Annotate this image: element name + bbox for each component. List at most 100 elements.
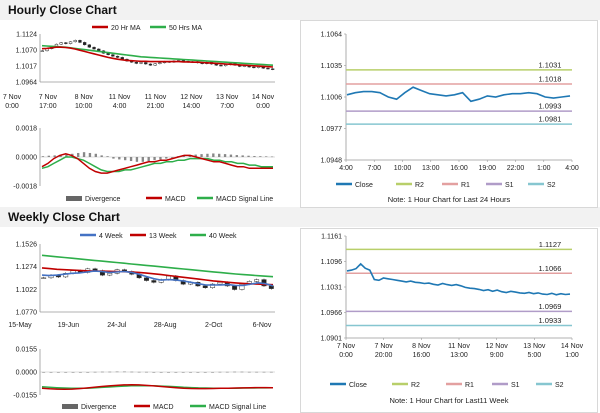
x-tick-label: 4:00 <box>113 103 127 110</box>
legend-s2-label: S2 <box>555 382 564 389</box>
legend-macd-label: MACD <box>165 196 186 203</box>
candle-body <box>153 63 157 66</box>
candle-body <box>64 42 68 44</box>
level-label-r1: 1.1066 <box>539 264 562 273</box>
y-tick-label: 1.1274 <box>16 264 38 271</box>
x-tick-label: 22:00 <box>507 165 525 172</box>
y-tick-label: 0.0018 <box>16 126 38 133</box>
candle-body <box>134 61 139 64</box>
divergence-bar <box>167 372 170 373</box>
macd-signal-line <box>41 156 273 173</box>
x-tick-label: 0:00 <box>5 103 19 110</box>
divergence-bar <box>212 153 215 157</box>
x-tick-label: 11 Nov <box>109 94 131 101</box>
divergence-bar <box>171 157 174 158</box>
y-tick-label: 1.1161 <box>321 234 342 241</box>
candle-body <box>139 62 143 64</box>
level-label-s1: 1.0969 <box>539 302 562 311</box>
x-tick-label: 9:00 <box>490 352 504 359</box>
level-label-r2: 1.1127 <box>539 240 561 249</box>
divergence-bar <box>200 154 203 157</box>
divergence-bar <box>78 372 82 373</box>
divergence-bar <box>262 371 266 373</box>
x-tick-label: 13 Nov <box>216 94 239 101</box>
legend-r1-label: R1 <box>465 382 474 389</box>
panel-border <box>300 20 598 208</box>
x-tick-label: 4:00 <box>565 165 579 172</box>
y-tick-label: 1.0770 <box>16 310 38 317</box>
x-tick-label: 11 Nov <box>145 94 167 101</box>
legend-50-hrs-ma-label: 50 Hrs MA <box>169 25 202 32</box>
level-label-s1: 1.0993 <box>539 102 562 111</box>
y-tick-label: 1.1035 <box>321 63 343 70</box>
legend-close-label: Close <box>355 182 373 189</box>
x-tick-label: 8 Nov <box>75 94 94 101</box>
level-label-s2: 1.0981 <box>539 115 562 124</box>
divergence-bar <box>112 157 115 159</box>
y-tick-label: 1.1124 <box>16 32 37 39</box>
ma13-line <box>41 267 274 286</box>
x-tick-label: 15-May <box>8 322 32 329</box>
divergence-bar <box>181 372 185 373</box>
x-tick-label: 5:00 <box>528 352 542 359</box>
candle-body <box>266 67 270 70</box>
y-tick-label: 1.1526 <box>16 242 38 249</box>
candle-body <box>40 50 45 52</box>
divergence-bar <box>223 154 227 157</box>
divergence-bar <box>141 157 144 162</box>
divergence-bar <box>255 371 259 373</box>
divergence-bar <box>59 155 62 157</box>
divergence-bar <box>165 157 168 159</box>
divergence-bar <box>159 157 162 160</box>
divergence-bar <box>194 154 197 157</box>
x-tick-label: 1:00 <box>537 165 551 172</box>
candle-body <box>115 55 120 58</box>
level-label-r2: 1.1031 <box>539 60 562 69</box>
weekly-section-title: Weekly Close Chart <box>8 210 120 224</box>
divergence-bar <box>129 157 133 162</box>
divergence-bar <box>196 372 200 373</box>
legend-divergence-swatch <box>62 404 78 409</box>
divergence-bar <box>53 155 56 157</box>
divergence-bar <box>241 155 244 157</box>
weekly-macd-chart: 0.0155 0.0000 -0.0155 Divergence MACD MACD Si… <box>13 347 275 411</box>
candle-body <box>111 54 115 57</box>
divergence-bar <box>206 153 209 157</box>
y-tick-label: 1.1070 <box>16 48 38 55</box>
divergence-bar <box>152 372 156 373</box>
x-tick-label: 28-Aug <box>154 322 177 329</box>
divergence-bar <box>94 153 97 157</box>
hourly-pivot-chart: 1.1064 1.1035 1.1006 1.0977 1.0948 1.1031 1.10… <box>300 20 598 208</box>
y-tick-label: -0.0018 <box>13 184 37 191</box>
x-tick-label: 19:00 <box>478 165 496 172</box>
weekly-price-chart: 4 Week 13 Week 40 Week 1.1526 1.1274 1.1022 1.… <box>8 233 275 329</box>
candle-body <box>87 44 92 48</box>
divergence-bar <box>229 154 233 157</box>
divergence-bar <box>71 372 75 373</box>
hourly-macd-chart: 0.0018 0.0000 -0.0018 Divergence MACD MACD Si… <box>13 126 275 203</box>
candle-body <box>219 64 223 67</box>
divergence-bar <box>64 372 68 373</box>
hourly-section-header: Hourly Close Chart <box>0 0 600 20</box>
candle-body <box>144 277 149 281</box>
macd-line <box>41 153 273 174</box>
candle-body <box>151 280 157 283</box>
weekly-section-header: Weekly Close Chart <box>0 207 600 227</box>
candle-body <box>202 285 208 288</box>
x-tick-label: 7:00 <box>367 165 381 172</box>
y-tick-label: 1.1006 <box>321 95 343 102</box>
divergence-bar <box>100 155 103 157</box>
close-line <box>346 262 571 296</box>
divergence-bar <box>159 372 163 373</box>
divergence-bar <box>77 152 80 157</box>
divergence-bar <box>247 371 251 373</box>
candle-body <box>144 62 148 65</box>
y-tick-label: 1.1031 <box>321 285 343 292</box>
ma20-line <box>41 46 274 68</box>
divergence-bar <box>153 157 156 161</box>
divergence-bar <box>233 371 237 373</box>
x-tick-label: 1:00 <box>565 352 579 359</box>
level-label-r1: 1.1018 <box>539 74 562 83</box>
candle-body <box>210 283 216 288</box>
divergence-bar <box>88 152 92 157</box>
